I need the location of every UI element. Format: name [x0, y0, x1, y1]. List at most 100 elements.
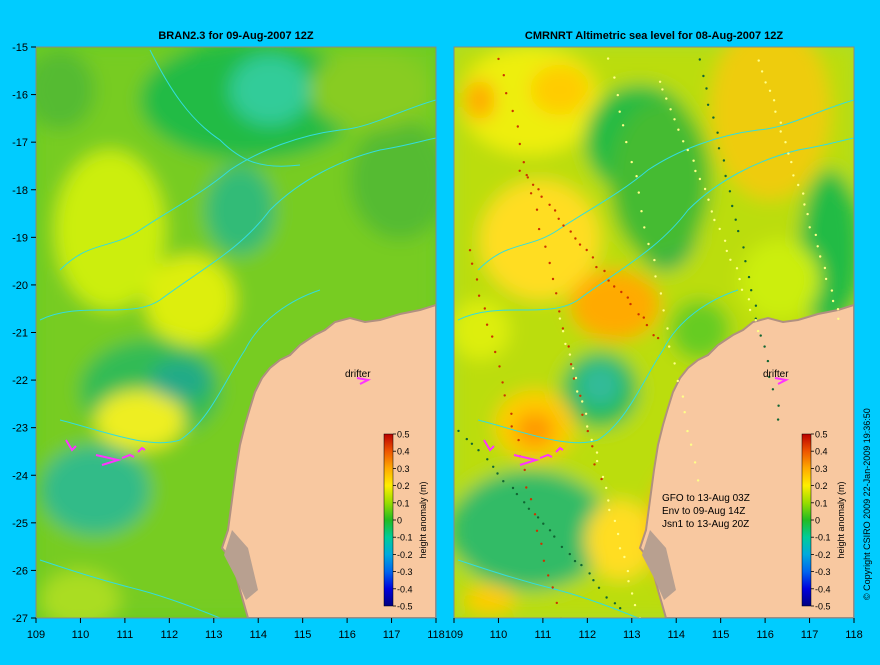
track-point	[569, 230, 572, 233]
right-drifter-tracks	[483, 377, 790, 466]
track-point	[510, 412, 513, 415]
track-point	[718, 227, 721, 231]
track-point	[580, 563, 583, 567]
y-tick-label: -21	[12, 328, 28, 340]
left-colorbar-tick-label: -0.3	[397, 567, 413, 577]
track-point	[625, 140, 628, 144]
track-point	[517, 438, 520, 442]
right-colorbar-ticks: 0.5 0.4 0.3 0.2 0.1 0 -0.1 -0.2 -0.3 -0.4 -0.5	[811, 430, 831, 612]
track-point	[724, 174, 727, 178]
track-point	[713, 218, 716, 222]
right-coast-feature	[642, 530, 676, 600]
track-point	[754, 319, 757, 322]
track-point	[510, 425, 513, 428]
track-point	[738, 277, 741, 281]
track-point	[694, 169, 697, 173]
track-point	[477, 294, 481, 297]
track-point	[518, 169, 521, 172]
track-point	[647, 242, 650, 246]
track-point	[542, 522, 545, 525]
left-anomaly-field	[36, 47, 436, 618]
track-point	[551, 277, 555, 281]
right-x-tick-label: 117	[801, 629, 819, 641]
track-point	[768, 375, 771, 379]
left-bathymetry-contours	[39, 49, 436, 618]
track-point	[496, 472, 499, 475]
track-point	[831, 299, 835, 303]
track-point	[717, 147, 721, 150]
left-colorbar-tick-label: -0.5	[397, 602, 413, 612]
track-point	[779, 130, 782, 133]
track-point	[555, 601, 558, 605]
track-point	[757, 59, 760, 62]
track-point	[792, 174, 795, 177]
track-point	[607, 279, 610, 282]
copyright-text: © Copyright CSIRO 2009 22-Jan-2009 19:36…	[862, 408, 872, 600]
track-point	[666, 327, 669, 330]
track-point	[693, 461, 697, 464]
track-point	[689, 443, 693, 446]
track-point	[505, 92, 508, 95]
track-point	[522, 161, 525, 164]
track-point	[613, 602, 617, 605]
track-point	[540, 542, 543, 545]
y-tick-label: -25	[12, 518, 28, 530]
satellite-legend: GFO to 13-Aug 03Z Env to 09-Aug 14Z Jsn1…	[662, 493, 750, 530]
track-point	[737, 229, 740, 233]
track-point	[595, 265, 598, 269]
track-point	[529, 192, 533, 195]
track-point	[581, 413, 584, 416]
track-point	[544, 245, 547, 248]
track-point	[581, 400, 584, 403]
track-point	[574, 376, 578, 380]
track-point	[616, 532, 620, 536]
track-point	[590, 438, 593, 442]
track-point	[531, 183, 535, 186]
right-colorbar-gradient	[801, 433, 812, 607]
y-tick-label: -16	[12, 90, 28, 102]
track-point	[803, 203, 806, 206]
track-point	[527, 507, 531, 510]
track-point	[703, 187, 707, 191]
track-point	[525, 173, 528, 177]
track-point	[494, 350, 497, 354]
y-axis: -15 -16 -17 -18 -19 -20 -21 -22 -23 -24 -25 -26 -27	[12, 42, 36, 625]
track-point	[787, 152, 790, 155]
track-point	[784, 141, 787, 144]
left-x-axis: 109 110 111 112 113 114 115 116 117 118	[27, 618, 445, 641]
track-point	[595, 459, 599, 463]
track-point	[673, 362, 676, 365]
track-point	[740, 288, 744, 291]
track-point	[548, 203, 551, 206]
track-point	[569, 363, 573, 366]
track-point	[564, 342, 567, 346]
track-point	[518, 142, 521, 146]
track-point	[710, 210, 713, 213]
track-point	[698, 177, 702, 181]
y-tick-label: -22	[12, 375, 28, 387]
track-point	[511, 109, 514, 113]
left-x-tick-label: 114	[249, 629, 267, 641]
right-colorbar-label: height anomaly (m)	[836, 481, 846, 558]
track-point	[533, 513, 537, 516]
track-point	[643, 226, 646, 229]
legend-gfo: GFO to 13-Aug 03Z	[662, 493, 750, 504]
track-point	[747, 275, 751, 279]
track-point	[502, 74, 505, 77]
track-point	[475, 278, 479, 281]
left-x-tick-label: 110	[72, 629, 90, 641]
track-point	[619, 607, 622, 610]
track-point	[483, 307, 486, 310]
y-tick-label: -18	[12, 185, 28, 197]
track-point	[681, 395, 685, 398]
track-point	[605, 486, 608, 490]
left-colorbar-tick-label: 0.2	[397, 481, 410, 491]
track-point	[731, 204, 734, 208]
track-point	[468, 249, 472, 252]
track-point	[535, 208, 539, 211]
right-x-tick-label: 113	[623, 629, 641, 641]
track-point	[723, 239, 727, 242]
right-colorbar-tick-label: 0.1	[815, 498, 828, 508]
track-point	[760, 70, 764, 73]
track-point	[607, 499, 610, 502]
